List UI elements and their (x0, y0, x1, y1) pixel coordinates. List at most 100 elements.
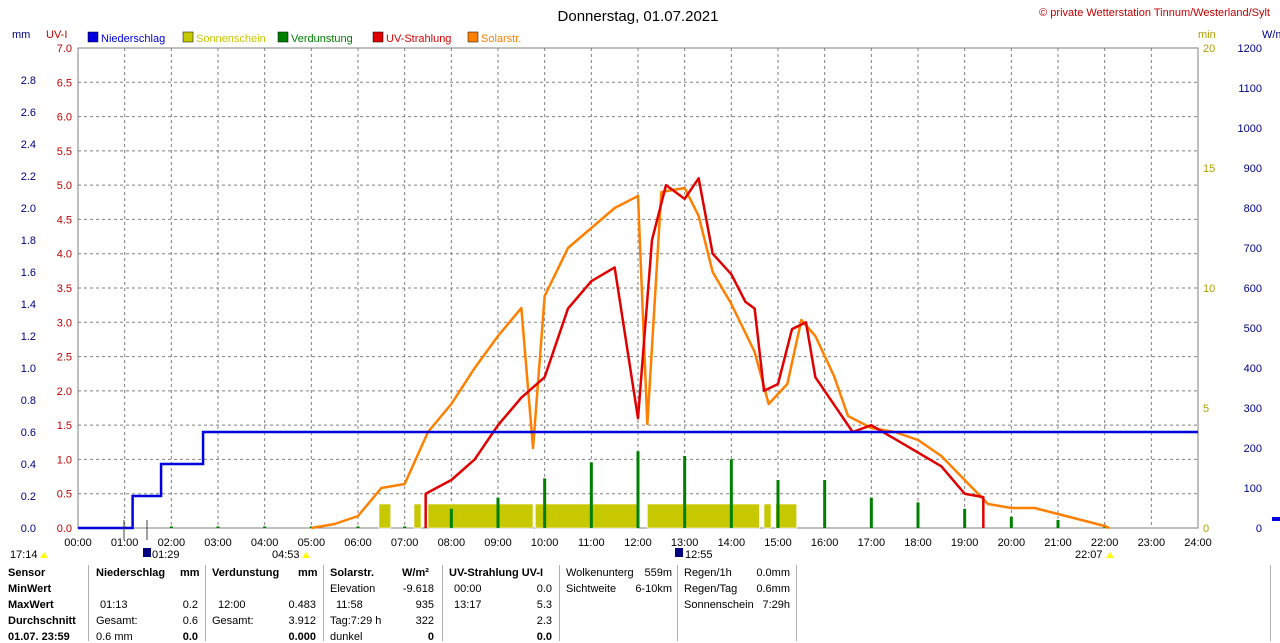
x-tick-label: 03:00 (204, 537, 232, 549)
verdunstung-header: Verdunstung (212, 567, 280, 579)
niederschlag-total-value: 0.6 (182, 615, 198, 627)
x-tick-label: 05:00 (298, 537, 326, 549)
niederschlag-header: Niederschlag (96, 567, 166, 579)
copyright-text: © private Wetterstation Tinnum/Westerlan… (1039, 7, 1270, 19)
uvi-tick-label: 0.5 (57, 489, 72, 501)
precipitation-line (78, 430, 1198, 530)
sunshine-bar (413, 503, 422, 529)
marker-sunset-label: 22:07 (1075, 549, 1103, 561)
min-unit-label: min (1198, 29, 1216, 41)
solar-max-time: 11:58 (336, 599, 363, 611)
sunshine-bar (775, 503, 797, 529)
solar-elevation-label: Elevation (330, 583, 376, 595)
legend-swatch-4 (467, 31, 479, 43)
x-tick-label: 01:00 (111, 537, 139, 549)
verdunstung-total-value: 3.912 (288, 615, 316, 627)
x-tick-label: 15:00 (764, 537, 792, 549)
marker-sunrise-label: 04:53 (272, 549, 300, 561)
wm2-tick-label: 0 (1256, 523, 1262, 535)
min-tick-label: 15 (1203, 163, 1215, 175)
solar-elevation-value: -9.618 (402, 583, 434, 595)
statistics-table: Sensor MinWert MaxWert Durchschnitt 01.0… (0, 565, 1280, 643)
verdunstung-current-value: 0.000 (288, 631, 316, 643)
mm-unit-label: mm (12, 29, 30, 41)
x-tick-label: 16:00 (811, 537, 839, 549)
sun-icon (40, 552, 48, 558)
uv-header: UV-Strahlung UV-I (449, 567, 544, 579)
legend-label-2: Verdunstung (291, 33, 353, 45)
solar-current-value: 0 (427, 631, 434, 643)
uv-min-value: 0.0 (536, 583, 552, 595)
moon-icon (675, 548, 683, 557)
sunshine-bar (763, 503, 772, 529)
x-tick-label: 21:00 (1044, 537, 1072, 549)
solar-dark-label: dunkel (330, 631, 363, 643)
mm-tick-label: 1.0 (21, 363, 36, 375)
wm2-tick-label: 1200 (1238, 43, 1262, 55)
x-tick-label: 06:00 (344, 537, 372, 549)
x-tick-label: 14:00 (718, 537, 746, 549)
solar-max-value: 935 (415, 599, 434, 611)
regen1h-label: Regen/1h (684, 567, 732, 579)
legend-label-3: UV-Strahlung (386, 33, 451, 45)
mm-tick-label: 1.4 (21, 299, 36, 311)
x-tick-label: 07:00 (391, 537, 419, 549)
wolken-label: Wolkenunterg (566, 567, 634, 579)
regentag-label: Regen/Tag (684, 583, 738, 595)
marker-sunrise-left-label: 17:14 (10, 549, 38, 561)
mm-tick-label: 2.8 (21, 75, 36, 87)
x-tick-label: 12:00 (624, 537, 652, 549)
x-tick-label: 09:00 (484, 537, 512, 549)
uvi-tick-label: 2.5 (57, 352, 72, 364)
uvi-tick-label: 5.5 (57, 146, 72, 158)
legend-swatch-2 (277, 31, 289, 43)
chart-legend: Niederschlag Sonnenschein Verdunstung UV-St… (87, 31, 521, 45)
sunshine-bar (427, 503, 534, 529)
legend-swatch-3 (372, 31, 384, 43)
uv-radiation-line (424, 177, 985, 528)
mm-tick-label: 0.0 (21, 523, 36, 535)
x-tick-label: 18:00 (904, 537, 932, 549)
niederschlag-unit: mm (180, 567, 200, 579)
uvi-tick-label: 6.0 (57, 112, 72, 124)
uvi-unit-label: UV-I (46, 29, 67, 41)
sun-icon (1106, 552, 1114, 558)
legend-label-0: Niederschlag (101, 33, 165, 45)
min-tick-label: 5 (1203, 403, 1209, 415)
x-tick-label: 20:00 (998, 537, 1026, 549)
wm2-tick-label: 100 (1244, 483, 1262, 495)
niederschlag-total-label: Gesamt: (96, 615, 138, 627)
uvi-tick-label: 5.0 (57, 180, 72, 192)
x-tick-label: 13:00 (671, 537, 699, 549)
solar-unit: W/m² (402, 567, 429, 579)
sunshine-bar (378, 503, 391, 529)
regen1h-value: 0.0mm (756, 567, 790, 579)
uv-max-time: 13:17 (454, 599, 482, 611)
wm2-tick-label: 600 (1244, 283, 1262, 295)
uvi-tick-label: 4.0 (57, 249, 72, 261)
verdunstung-max-time: 12:00 (218, 599, 246, 611)
min-tick-label: 10 (1203, 283, 1215, 295)
uvi-tick-label: 0.0 (57, 523, 72, 535)
sonnenschein-label: Sonnenschein (684, 599, 754, 611)
verdunstung-total-label: Gesamt: (212, 615, 254, 627)
uvi-tick-label: 1.5 (57, 420, 72, 432)
x-tick-label: 22:00 (1091, 537, 1119, 549)
weather-chart: Donnerstag, 01.07.2021 © private Wetters… (10, 7, 1280, 561)
x-tick-label: 11:00 (578, 537, 605, 549)
chart-axes: 00:00 01:00 02:00 03:00 04:00 05:00 06:00 07:00… (21, 43, 1262, 549)
niederschlag-current-label: 0.6 mm (96, 631, 133, 643)
x-tick-label: 08:00 (438, 537, 466, 549)
sun-icon (302, 552, 310, 558)
uvi-tick-label: 3.5 (57, 283, 72, 295)
mm-tick-label: 1.8 (21, 235, 36, 247)
wm2-tick-label: 900 (1244, 163, 1262, 175)
mm-tick-label: 2.0 (21, 203, 36, 215)
min-tick-label: 0 (1203, 523, 1209, 535)
uv-current-value: 0.0 (536, 631, 552, 643)
row-label-min: MinWert (8, 583, 52, 595)
rain-legend-swatch (1272, 517, 1280, 521)
chart-grid (77, 47, 1199, 529)
verdunstung-max-value: 0.483 (288, 599, 316, 611)
sicht-label: Sichtweite (566, 583, 617, 595)
